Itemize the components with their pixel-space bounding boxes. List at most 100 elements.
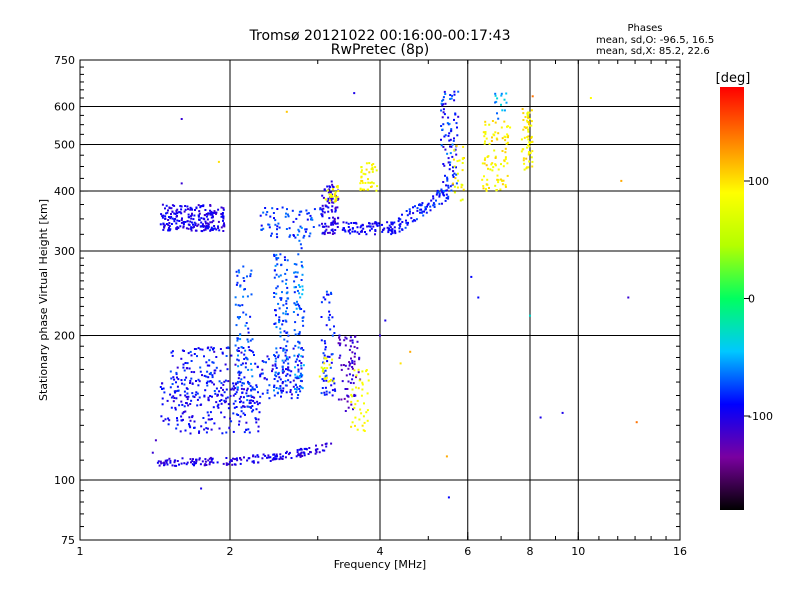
- data-point: [334, 191, 337, 194]
- data-point: [215, 366, 218, 369]
- data-point: [183, 210, 186, 213]
- data-point: [496, 174, 499, 177]
- data-point: [504, 185, 507, 188]
- data-point: [237, 359, 240, 362]
- data-point: [201, 223, 204, 226]
- data-point: [227, 407, 230, 410]
- data-point: [225, 355, 228, 357]
- data-point: [330, 442, 333, 445]
- data-point: [483, 175, 485, 178]
- data-point: [453, 90, 456, 93]
- data-point: [285, 110, 288, 113]
- data-point: [213, 422, 216, 425]
- data-point: [276, 208, 279, 210]
- data-point: [219, 348, 222, 350]
- data-point: [448, 122, 451, 125]
- data-point: [358, 356, 361, 359]
- data-point: [199, 206, 202, 209]
- data-point: [187, 352, 190, 355]
- data-point: [338, 336, 341, 339]
- data-point: [296, 386, 299, 389]
- data-point: [376, 185, 379, 188]
- data-point: [269, 460, 272, 462]
- data-point: [297, 340, 300, 343]
- data-point: [271, 207, 274, 210]
- data-point: [253, 401, 256, 404]
- data-point: [285, 452, 287, 454]
- data-point: [215, 356, 218, 358]
- data-point: [343, 229, 346, 232]
- data-point: [509, 126, 512, 129]
- x-tick-label: 6: [464, 545, 471, 558]
- data-point: [281, 458, 284, 460]
- data-point: [213, 227, 216, 230]
- data-point: [193, 225, 195, 228]
- data-point: [323, 362, 326, 365]
- data-point: [440, 125, 443, 127]
- data-point: [365, 370, 368, 373]
- data-point: [308, 447, 311, 449]
- data-point: [486, 178, 489, 181]
- data-point: [281, 368, 284, 371]
- data-point: [220, 402, 223, 405]
- data-point: [175, 397, 178, 400]
- data-point: [298, 376, 301, 379]
- data-point: [539, 416, 542, 419]
- data-point: [231, 387, 234, 390]
- data-point: [520, 138, 523, 141]
- data-point: [190, 221, 193, 224]
- data-point: [262, 453, 265, 456]
- data-point: [504, 147, 507, 150]
- data-point: [456, 160, 459, 163]
- data-point: [212, 348, 214, 351]
- data-point: [203, 229, 206, 232]
- data-point: [323, 189, 326, 192]
- data-point: [531, 95, 534, 98]
- data-point: [365, 168, 368, 171]
- data-point: [455, 166, 457, 169]
- stats-o-mode: mean, sd,O: -96.5, 16.5: [596, 35, 714, 46]
- data-point: [206, 427, 209, 430]
- data-point: [526, 126, 529, 129]
- data-point: [456, 134, 459, 137]
- data-point: [190, 377, 193, 380]
- data-point: [229, 417, 231, 420]
- data-point: [328, 199, 331, 202]
- data-point: [178, 211, 181, 214]
- data-point: [323, 233, 326, 236]
- data-point: [301, 273, 304, 276]
- data-point: [183, 378, 186, 381]
- data-point: [161, 215, 164, 217]
- data-point: [190, 226, 193, 229]
- data-point: [213, 211, 216, 214]
- data-point: [187, 223, 190, 226]
- data-point: [488, 123, 491, 126]
- data-point: [235, 283, 238, 286]
- data-point: [186, 205, 189, 208]
- data-point: [282, 312, 285, 315]
- data-point: [443, 113, 446, 116]
- data-point: [282, 361, 285, 364]
- data-point: [195, 460, 198, 463]
- data-point: [209, 204, 212, 207]
- data-point: [200, 425, 203, 428]
- data-point: [161, 388, 163, 390]
- data-point: [186, 461, 189, 464]
- data-point: [331, 233, 334, 235]
- y-tick-label: 100: [54, 474, 75, 487]
- data-point: [333, 193, 336, 196]
- data-point: [281, 381, 284, 383]
- data-point: [204, 421, 207, 424]
- data-point: [320, 301, 323, 304]
- data-point: [250, 293, 253, 296]
- data-point: [459, 199, 462, 202]
- data-point: [285, 310, 287, 313]
- data-point: [188, 423, 190, 426]
- data-point: [159, 386, 162, 388]
- data-point: [321, 387, 324, 389]
- data-point: [223, 416, 226, 419]
- data-point: [491, 169, 494, 172]
- data-point: [201, 460, 204, 463]
- data-point: [456, 172, 459, 175]
- data-point: [179, 211, 182, 214]
